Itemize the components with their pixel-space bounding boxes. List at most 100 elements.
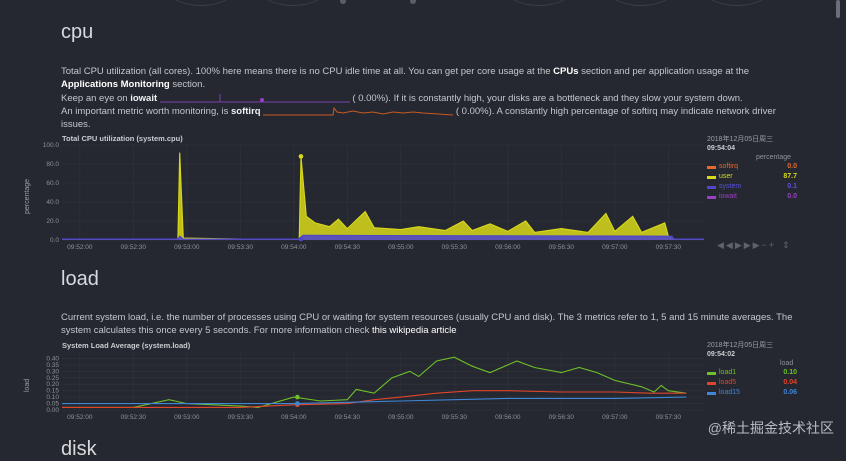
legend-value: 87.7	[783, 173, 797, 180]
legend-value: 0.04	[783, 379, 797, 386]
load-legend: 2018年12月05日周三 09:54:02 load load1 0.10 l…	[707, 340, 797, 400]
legend-item-load15[interactable]: load15 0.06	[707, 389, 797, 398]
series-area-user	[62, 152, 704, 240]
legend-value: 0.0	[787, 193, 797, 200]
legend-name: softirq	[719, 163, 739, 170]
legend-item-system[interactable]: system 0.1	[707, 183, 797, 192]
cpu-intro-text: section.	[169, 79, 206, 90]
zoom-out-icon[interactable]: −	[761, 240, 769, 250]
x-tick-label: 09:52:30	[121, 414, 147, 421]
hover-marker-system	[298, 236, 304, 242]
legend-value: 0.06	[783, 389, 797, 396]
softirq-note-text: An important metric worth monitoring, is	[61, 106, 232, 117]
cpu-legend-date: 2018年12月05日周三	[707, 136, 774, 143]
gauge-arc	[610, 0, 672, 6]
legend-name: load1	[719, 369, 737, 376]
load-chart-title: System Load Average (system.load)	[62, 341, 191, 350]
y-tick-label: 0.30	[46, 368, 59, 375]
legend-item-softirq[interactable]: softirq 0.0	[707, 163, 797, 172]
x-tick-label: 09:54:00	[281, 414, 307, 421]
y-tick-label: 100.0	[43, 142, 60, 149]
x-tick-label: 09:55:30	[442, 244, 468, 251]
wikipedia-link[interactable]: this wikipedia article	[372, 325, 457, 336]
softirq-note: An important metric worth monitoring, is…	[61, 105, 796, 131]
legend-value: 0.0	[787, 163, 797, 170]
cpu-legend-time: 09:54:04	[707, 145, 736, 152]
y-tick-label: 0.00	[46, 407, 59, 414]
load-legend-time: 09:54:02	[707, 351, 736, 358]
y-tick-label: 60.0	[46, 180, 59, 187]
x-tick-label: 09:57:00	[602, 414, 628, 421]
y-tick-label: 0.40	[46, 355, 59, 362]
legend-item-load1[interactable]: load1 0.10	[707, 369, 797, 378]
rewind-icon[interactable]: ◀◀	[717, 240, 735, 250]
legend-name: load5	[719, 379, 737, 386]
cpu-description: Total CPU utilization (all cores). 100% …	[61, 65, 796, 91]
legend-name: user	[719, 173, 733, 180]
cpu-legend-unit: percentage	[756, 154, 792, 161]
legend-swatch	[707, 196, 716, 199]
y-tick-label: 0.05	[46, 401, 59, 408]
softirq-sparkline	[263, 107, 454, 116]
x-tick-label: 09:53:30	[228, 414, 254, 421]
legend-name: load15	[719, 389, 741, 396]
load-intro-text: Current system load, i.e. the number of …	[61, 312, 793, 336]
y-tick-label: 20.0	[46, 218, 59, 225]
legend-item-user[interactable]: user 87.7	[707, 173, 797, 182]
cpus-link[interactable]: CPUs	[553, 66, 579, 77]
hover-marker-load15	[295, 401, 300, 406]
legend-swatch	[707, 382, 716, 385]
y-tick-label: 0.15	[46, 388, 59, 395]
watermark: @稀土掘金技术社区	[707, 420, 834, 436]
legend-swatch	[707, 186, 716, 189]
legend-value: 0.10	[783, 369, 797, 376]
iowait-note-text: Keep an eye on	[61, 93, 131, 104]
cpu-legend: 2018年12月05日周三 09:54:04 percentage softir…	[707, 134, 797, 204]
page-scrollbar[interactable]	[836, 0, 840, 18]
legend-item-load5[interactable]: load5 0.04	[707, 379, 797, 388]
x-tick-label: 09:53:30	[228, 244, 254, 251]
applications-monitoring-link[interactable]: Applications Monitoring	[61, 79, 170, 90]
y-tick-label: 40.0	[46, 199, 59, 206]
cpu-chart-title: Total CPU utilization (system.cpu)	[62, 134, 183, 143]
x-tick-label: 09:57:30	[656, 244, 682, 251]
section-title-load: load	[61, 268, 99, 290]
resize-icon[interactable]: ⇕	[782, 240, 792, 250]
gauge-arc	[262, 0, 324, 6]
legend-swatch	[707, 176, 716, 179]
section-title-cpu: cpu	[61, 21, 94, 43]
softirq-value: ( 0.00%).	[455, 106, 495, 117]
y-tick-label: 80.0	[46, 161, 59, 168]
x-tick-label: 09:55:00	[388, 244, 414, 251]
iowait-sparkline	[159, 94, 350, 103]
series-line-load1	[62, 356, 687, 408]
y-tick-label: 0.25	[46, 375, 59, 382]
series-area-system	[62, 235, 704, 240]
iowait-value: ( 0.00%).	[352, 93, 391, 104]
load-legend-unit: load	[780, 360, 794, 367]
legend-name: iowait	[719, 193, 737, 200]
x-tick-label: 09:52:00	[67, 244, 93, 251]
softirq-note-text: A constantly high percentage of softirq …	[61, 106, 776, 130]
cpu-y-axis-label: percentage	[24, 178, 31, 214]
hover-marker-load1	[295, 394, 300, 400]
series-line-load15	[62, 396, 687, 405]
y-tick-label: 0.35	[46, 362, 59, 369]
series-line-user	[62, 152, 704, 241]
gauge-arc	[508, 0, 570, 6]
zoom-in-icon[interactable]: +	[768, 240, 777, 250]
play-icon[interactable]: ▶	[734, 240, 744, 250]
legend-item-iowait[interactable]: iowait 0.0	[707, 193, 797, 202]
x-tick-label: 09:56:00	[495, 244, 521, 251]
forward-icon[interactable]: ▶▶	[743, 240, 762, 250]
legend-value: 0.1	[787, 183, 797, 190]
x-tick-label: 09:54:00	[281, 244, 307, 251]
legend-swatch	[707, 372, 716, 375]
load-legend-date: 2018年12月05日周三	[707, 342, 774, 349]
softirq-label: softirq	[231, 106, 261, 117]
series-line-load5	[62, 390, 687, 408]
load-description: Current system load, i.e. the number of …	[61, 311, 801, 337]
gauge-needle	[410, 0, 416, 4]
cpu-intro-text: section and per application usage at the	[578, 66, 750, 77]
iowait-note-text: If it is constantly high, your disks are…	[390, 93, 743, 104]
